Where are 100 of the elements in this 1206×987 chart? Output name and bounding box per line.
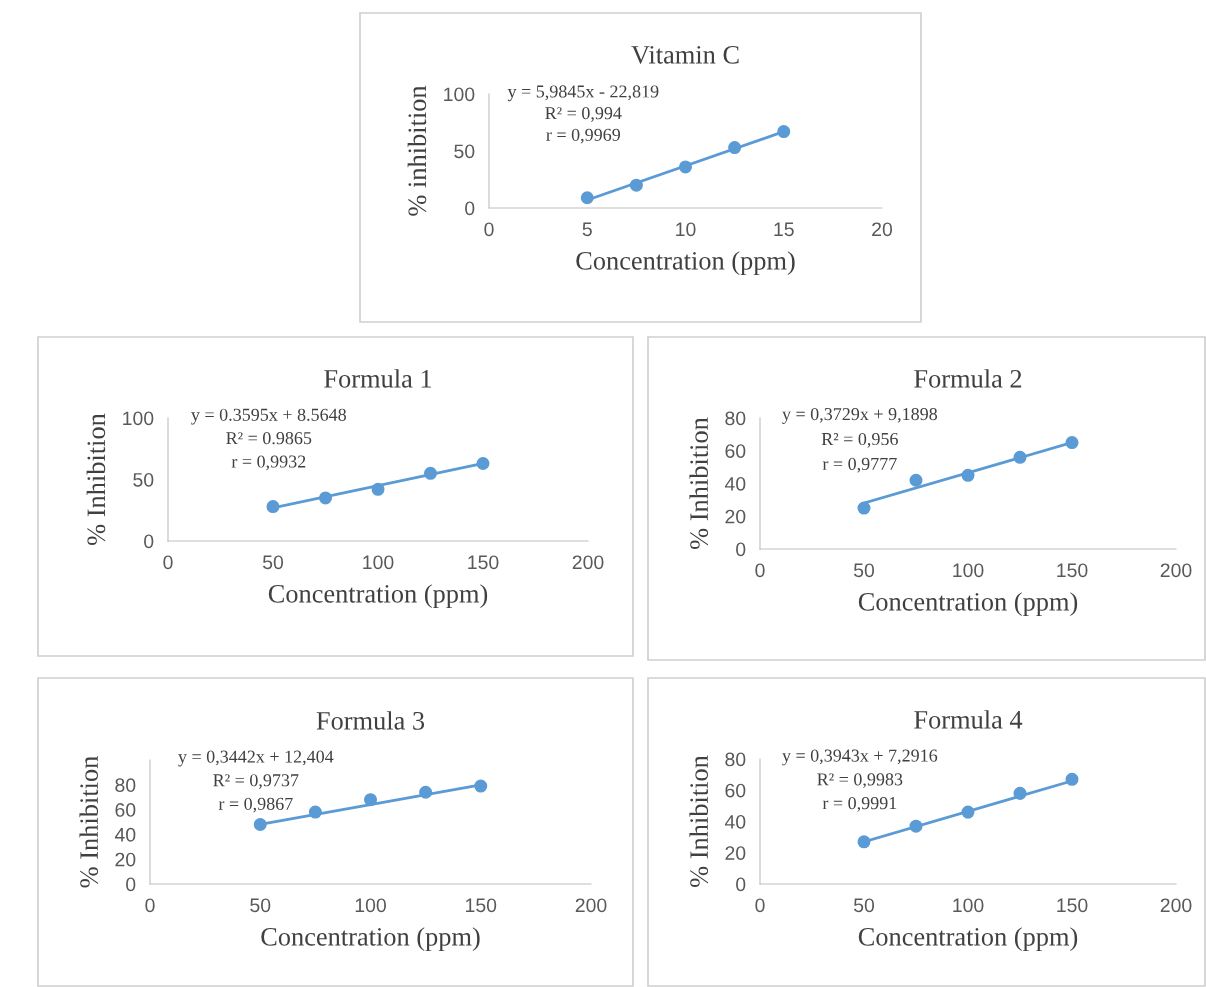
annotation: r = 0,9777 [822,457,897,473]
point [1065,436,1079,450]
y-tick-label: 100 [444,87,475,102]
y-axis-title: % Inhibition [86,413,106,545]
x-tick-label: 100 [953,898,984,913]
y-tick-label: 20 [115,852,136,867]
x-tick-label: 100 [953,563,984,578]
point [318,491,333,505]
annotation: y = 0.3595x + 8.5648 [191,408,346,425]
point [476,457,490,471]
point [629,178,643,192]
x-tick-label: 50 [853,898,875,913]
point [1065,772,1079,786]
chart-title: Vitamin C [631,45,739,64]
point [777,125,791,139]
y-tick-label: 20 [725,509,746,524]
x-tick-label: 20 [872,222,893,237]
point [580,191,594,205]
point [1013,786,1027,800]
y-tick-label: 80 [725,411,746,426]
x-tick-label: 150 [1057,563,1088,578]
x-tick-label: 0 [755,563,765,578]
y-tick-label: 40 [724,476,746,491]
y-tick-label: 60 [115,803,136,817]
chart-title: Formula 1 [324,369,432,388]
point [961,468,975,482]
y-tick-label: 0 [144,534,154,549]
point [419,785,433,799]
x-tick-label: 10 [676,222,696,237]
y-tick-label: 80 [725,752,746,767]
y-axis-title: % Inhibition [689,417,709,549]
point [909,473,923,487]
y-tick-label: 0 [465,201,475,216]
point [266,500,280,514]
chart-title: Formula 3 [316,711,425,730]
annotation: r = 0,9991 [822,797,897,812]
point [1013,450,1027,464]
x-tick-label: 0 [163,555,173,570]
x-tick-label: 15 [774,222,794,237]
x-tick-label: 150 [468,555,499,570]
point [474,779,488,793]
annotation: R² = 0,9737 [213,774,299,789]
x-axis-title: Concentration (ppm) [268,584,488,609]
x-tick-label: 0 [755,898,765,913]
x-axis-title: Concentration (ppm) [576,251,795,276]
x-tick-label: 100 [363,555,394,570]
point [961,805,975,819]
y-tick-label: 0 [736,877,746,892]
x-tick-label: 50 [250,898,271,913]
annotation: y = 5,9845x - 22,819 [507,85,659,102]
annotation: y = 0,3442x + 12,404 [178,750,334,767]
point [423,466,438,480]
y-axis-title: % Inhibition [79,756,99,888]
x-tick-label: 150 [466,898,497,913]
y-tick-label: 50 [133,472,154,487]
annotation: R² = 0,956 [821,432,898,448]
annotation: r = 0,9867 [218,797,293,813]
x-axis-title: Concentration (ppm) [858,927,1078,952]
y-tick-label: 100 [123,411,154,426]
y-axis-title: % inhibition [407,85,427,216]
point [678,160,693,174]
x-axis-title: Concentration (ppm) [858,592,1078,617]
x-tick-label: 200 [1160,898,1192,913]
x-tick-label: 100 [355,898,386,913]
x-tick-label: 200 [575,898,607,913]
chart-title: Formula 2 [914,369,1022,388]
x-tick-label: 50 [853,563,875,578]
annotation: y = 0,3943x + 7,2916 [782,749,938,766]
y-axis-title: % Inhibition [689,755,709,887]
point [857,501,871,515]
chart-title: Formula 4 [914,710,1023,729]
y-tick-label: 40 [114,827,136,842]
point [308,805,322,819]
x-tick-label: 200 [1160,563,1192,578]
point [363,793,378,807]
x-tick-label: 0 [484,222,494,237]
y-tick-label: 0 [736,542,746,557]
y-tick-label: 40 [724,814,746,829]
y-tick-label: 50 [454,144,475,159]
y-tick-label: 80 [115,778,136,793]
point [857,835,871,849]
y-tick-label: 0 [126,877,136,892]
annotation: r = 0,9969 [546,128,621,144]
x-axis-title: Concentration (ppm) [261,927,480,952]
x-tick-label: 150 [1057,898,1088,913]
x-tick-label: 200 [572,555,604,570]
point [253,817,267,831]
y-tick-label: 20 [725,846,746,860]
x-tick-label: 50 [262,555,284,570]
y-tick-label: 60 [725,444,746,458]
annotation: r = 0,9932 [231,455,306,471]
annotation: R² = 0.9865 [226,432,312,445]
point [909,819,923,833]
annotation: R² = 0,994 [545,107,622,122]
y-tick-label: 60 [725,783,746,798]
annotation: y = 0,3729x + 9,1898 [782,407,938,424]
annotation: R² = 0,9983 [817,773,903,789]
x-tick-label: 5 [582,222,592,237]
point [728,141,742,155]
point [371,482,385,496]
